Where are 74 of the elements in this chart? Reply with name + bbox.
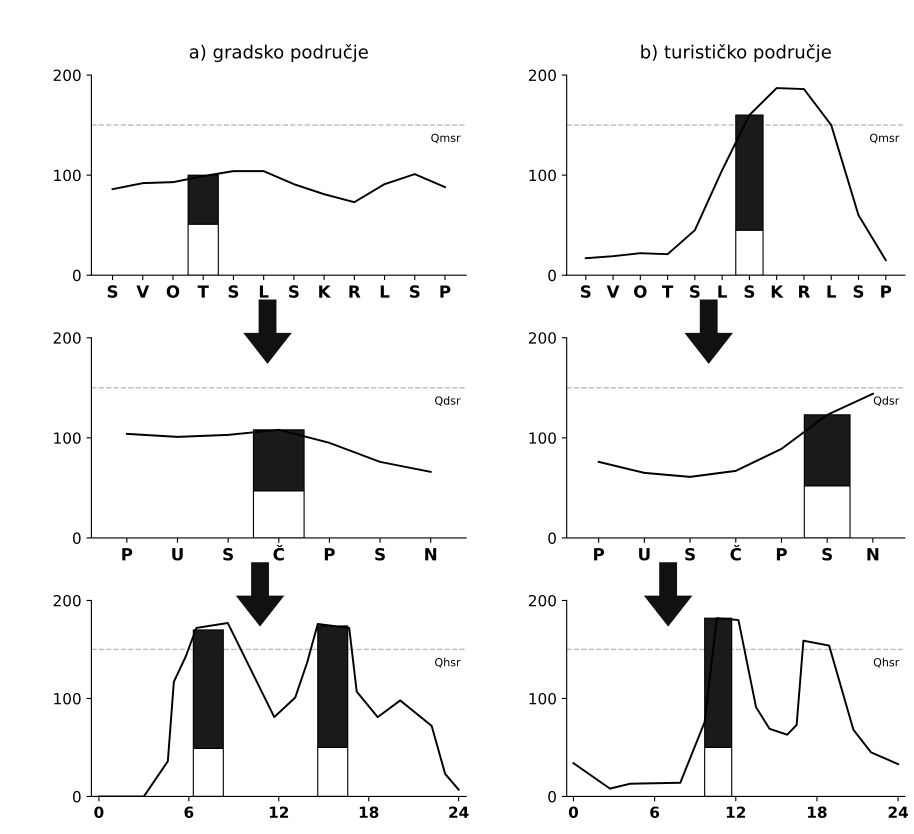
x-tick-label: 0 [94,806,104,818]
x-tick-label: R [799,285,810,298]
y-tick-label: 100 [529,692,556,704]
x-tick-label: V [606,285,620,298]
x-tick-label: P [881,285,892,298]
chart-title: b) turističko područje [641,44,831,62]
x-tick-label: 6 [184,806,194,818]
x-tick-label: N [867,548,878,560]
y-tick-label: 0 [548,790,556,802]
chart-title: a) gradsko područje [190,44,368,62]
x-tick-label: P [776,548,787,560]
x-tick-label: L [260,285,269,298]
x-tick-label: K [772,285,784,298]
ref-line-label: Qhsr [874,658,900,668]
y-tick-label: 0 [548,532,556,544]
x-tick-label: 12 [726,806,746,818]
y-tick-label: 100 [54,170,81,182]
x-tick-label: S [108,285,118,298]
x-tick-label: S [854,285,864,298]
x-tick-label: 24 [449,806,469,818]
y-tick-label: 100 [529,432,556,444]
y-tick-label: 200 [54,70,81,82]
x-tick-label: S [410,285,420,298]
x-tick-label: S [223,548,233,561]
ref-line-label: Qdsr [435,396,461,406]
x-tick-label: S [744,285,754,298]
x-tick-label: 12 [270,806,288,818]
x-tick-label: O [634,285,647,298]
x-tick-label: P [594,548,604,560]
y-tick-label: 200 [54,332,81,344]
x-tick-label: S [375,548,385,561]
y-tick-label: 0 [548,270,556,282]
x-tick-label: S [690,285,700,298]
ref-line-label: Qhsr [435,658,461,668]
x-tick-label: P [122,548,132,560]
x-tick-label: T [662,285,674,298]
y-tick-label: 200 [528,594,556,606]
x-tick-label: Č [273,544,284,561]
ref-line-label: Qdsr [874,396,900,406]
y-tick-label: 100 [54,432,81,444]
x-tick-label: L [718,285,727,298]
ref-line-label: Qmsr [870,134,900,144]
y-tick-label: 200 [54,594,81,606]
y-tick-label: 200 [528,70,556,82]
x-tick-label: U [172,548,183,561]
ref-line-label: Qmsr [431,134,461,144]
x-tick-label: S [822,548,832,561]
x-tick-label: S [289,285,299,298]
x-tick-label: K [319,285,332,298]
x-tick-label: L [380,285,390,298]
x-tick-label: Č [730,544,741,561]
x-tick-label: 0 [568,806,578,818]
x-tick-label: U [639,548,650,561]
y-tick-label: 0 [72,532,81,544]
y-tick-label: 200 [528,332,556,344]
x-tick-label: S [580,285,591,298]
x-tick-label: 6 [650,806,660,818]
x-tick-label: L [827,285,836,298]
x-tick-label: P [440,285,450,298]
y-tick-label: 0 [72,790,81,802]
x-tick-label: 24 [888,806,908,818]
x-tick-label: V [136,285,150,298]
y-tick-label: 100 [54,692,81,704]
y-tick-label: 0 [72,270,81,282]
x-tick-label: S [228,285,238,298]
y-tick-label: 100 [529,170,556,182]
x-tick-label: S [685,548,695,561]
x-tick-label: O [166,285,180,298]
x-tick-label: N [425,548,436,560]
x-tick-label: T [198,285,209,298]
x-tick-label: 18 [808,806,827,818]
x-tick-label: P [324,548,335,560]
x-tick-label: 18 [360,806,378,818]
x-tick-label: R [349,285,360,298]
